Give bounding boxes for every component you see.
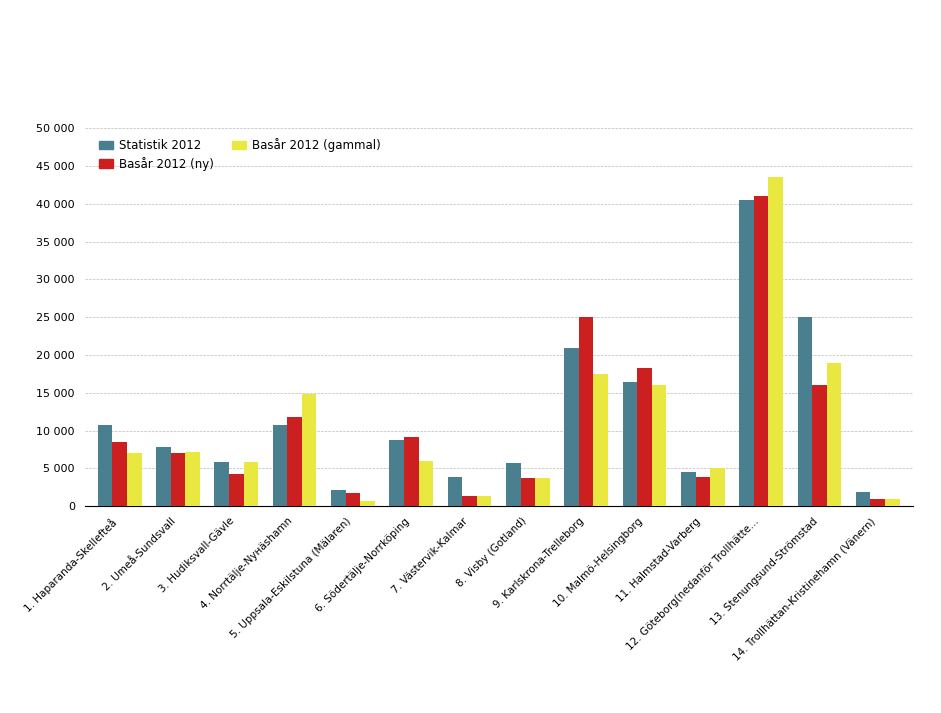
Bar <box>769 178 783 506</box>
Bar <box>404 436 419 506</box>
Bar <box>681 472 695 506</box>
Bar <box>477 496 491 506</box>
Legend: Statistik 2012, Basår 2012 (ny), Basår 2012 (gammal): Statistik 2012, Basår 2012 (ny), Basår 2… <box>99 138 380 170</box>
Bar <box>273 426 287 506</box>
Bar <box>360 501 375 506</box>
Bar <box>798 317 812 506</box>
Bar <box>885 499 900 506</box>
Bar <box>215 461 229 506</box>
Bar <box>565 347 579 506</box>
Bar <box>419 461 433 506</box>
Bar <box>652 385 666 506</box>
Bar <box>856 492 870 506</box>
Bar <box>302 394 316 506</box>
Bar <box>812 385 827 506</box>
Bar <box>98 426 112 506</box>
Bar <box>594 374 608 506</box>
Bar <box>331 490 345 506</box>
Bar <box>740 200 754 506</box>
Bar <box>870 498 885 506</box>
Bar <box>827 363 841 506</box>
Text: Godstransportprognoser: Godstransportprognoser <box>20 40 231 70</box>
Bar <box>695 477 710 506</box>
Bar <box>448 477 462 506</box>
Bar <box>112 442 127 506</box>
Bar <box>710 468 725 506</box>
Text: ⚘  TRAFIKVERKET: ⚘ TRAFIKVERKET <box>774 685 913 699</box>
Bar <box>185 452 199 506</box>
Bar <box>390 441 404 506</box>
Bar <box>623 381 637 506</box>
Bar <box>127 453 141 506</box>
Bar <box>287 417 302 506</box>
Bar <box>535 478 550 506</box>
Bar <box>637 368 652 506</box>
Text: 11   2017-08-16: 11 2017-08-16 <box>17 686 118 699</box>
Bar <box>506 463 520 506</box>
Bar <box>520 478 535 506</box>
Bar <box>229 474 244 506</box>
Bar <box>156 446 170 506</box>
Bar <box>345 493 360 506</box>
Bar <box>579 317 594 506</box>
Bar <box>244 461 258 506</box>
Bar <box>754 196 769 506</box>
Bar <box>170 453 185 506</box>
Bar <box>462 496 477 506</box>
Text: Modellresultat – Lastade/lossade volymer per hamnområde (kton/år): Modellresultat – Lastade/lossade volymer… <box>48 87 617 104</box>
